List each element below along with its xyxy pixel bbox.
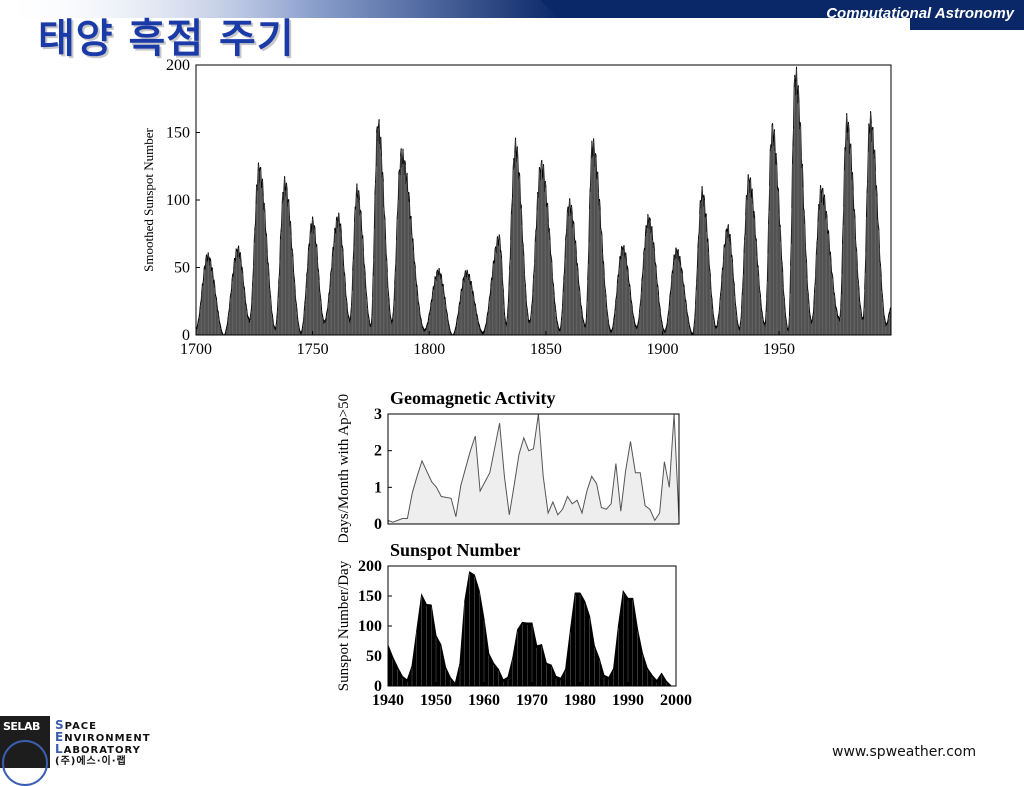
x-tick-label: 1940 <box>372 692 404 709</box>
x-tick-label: 1950 <box>420 692 452 709</box>
header-gradient-strip <box>0 0 560 18</box>
y-tick-label: 50 <box>174 260 190 277</box>
header-tab <box>910 18 1024 30</box>
y-tick-label: 3 <box>374 406 382 423</box>
x-tick-label: 1950 <box>763 341 795 358</box>
y-tick-label: 0 <box>182 327 190 344</box>
geomagnetic-activity-chart: 0 1 2 3 Days/Month with Ap>50 Geomagnetic Act… <box>336 388 680 542</box>
y-tick-label: 200 <box>358 558 382 575</box>
logo-cap: E <box>55 730 65 744</box>
header-bar: Computational Astronomy <box>0 0 1024 30</box>
y-tick-label: 0 <box>374 516 382 533</box>
x-tick-label: 1990 <box>612 692 644 709</box>
y-tick-label: 150 <box>166 125 190 142</box>
x-tick-label: 1970 <box>516 692 548 709</box>
x-tick-label: 2000 <box>660 692 692 709</box>
y-tick-label: 50 <box>366 648 382 665</box>
logo-cap: S <box>55 718 65 732</box>
course-label: Computational Astronomy <box>826 5 1014 22</box>
y-tick-label: 150 <box>358 588 382 605</box>
logo-cap: L <box>55 742 64 756</box>
logo-badge: SELAB <box>0 716 50 786</box>
plot-frame <box>387 413 680 525</box>
logo-arc-icon <box>2 740 48 786</box>
logo-korean-name: (주)에스·이·랩 <box>55 756 127 767</box>
logo-badge-text: SELAB <box>3 720 40 733</box>
sunspot-history-chart: 0 50 100 150 200 1700 1750 1800 1850 1900 1950 Smoo… <box>141 57 892 358</box>
website-url: www.spweather.com <box>832 744 977 760</box>
chart-title: Geomagnetic Activity <box>390 388 555 408</box>
selab-logo: SELAB SPACE ENVIRONMENT LABORATORY (주)에스… <box>0 716 170 786</box>
logo-word: PACE <box>64 721 97 732</box>
y-axis-label: Sunspot Number/Day <box>336 560 352 691</box>
sunspot-number-chart: 0 50 100 150 200 1940 1950 1960 1970 1980 1990 2000… <box>336 540 692 709</box>
y-tick-label: 200 <box>166 57 190 74</box>
x-tick-label: 1700 <box>180 341 212 358</box>
y-tick-label: 100 <box>166 192 190 209</box>
header-decoration <box>0 0 1024 30</box>
logo-text: SPACE ENVIRONMENT LABORATORY (주)에스·이·랩 <box>55 718 151 767</box>
page-title: 태양 흑점 주기 <box>38 16 295 62</box>
x-tick-label: 1850 <box>530 341 562 358</box>
header-solid-strip <box>620 0 1024 18</box>
y-tick-label: 100 <box>358 618 382 635</box>
y-axis-label: Smoothed Sunspot Number <box>141 127 156 271</box>
x-tick-label: 1800 <box>413 341 445 358</box>
x-tick-label: 1900 <box>646 341 678 358</box>
chart-title: Sunspot Number <box>390 540 521 560</box>
x-tick-label: 1960 <box>468 692 500 709</box>
logo-word: NVIRONMENT <box>64 733 151 744</box>
y-tick-label: 2 <box>374 443 382 460</box>
y-axis-label: Days/Month with Ap>50 <box>336 394 352 542</box>
header-wedge <box>540 0 620 18</box>
logo-word: ABORATORY <box>63 745 141 756</box>
series-area <box>387 413 680 525</box>
y-tick-label: 1 <box>374 479 382 496</box>
x-tick-label: 1750 <box>297 341 329 358</box>
y-tick-label: 0 <box>374 678 382 695</box>
x-tick-label: 1980 <box>564 692 596 709</box>
